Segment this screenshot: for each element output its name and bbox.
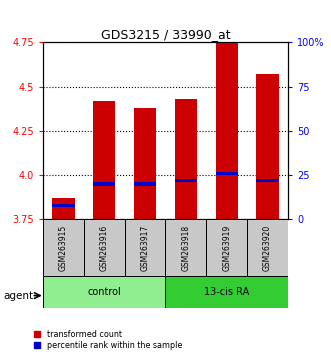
Text: agent: agent: [3, 291, 33, 301]
Text: GSM263917: GSM263917: [141, 225, 150, 271]
Bar: [166, 219, 206, 276]
Bar: [256, 179, 279, 182]
Bar: [247, 219, 288, 276]
Bar: [215, 172, 238, 175]
Text: GSM263915: GSM263915: [59, 225, 68, 271]
Bar: [125, 219, 166, 276]
Bar: [84, 219, 125, 276]
Legend: transformed count, percentile rank within the sample: transformed count, percentile rank withi…: [34, 330, 182, 350]
Bar: [52, 198, 75, 219]
Text: control: control: [87, 287, 121, 297]
Bar: [175, 179, 197, 182]
Title: GDS3215 / 33990_at: GDS3215 / 33990_at: [101, 28, 230, 41]
Bar: [175, 99, 197, 219]
Bar: [43, 219, 84, 276]
Bar: [134, 108, 156, 219]
Bar: [166, 276, 288, 308]
Bar: [93, 101, 116, 219]
Bar: [256, 74, 279, 219]
Bar: [206, 219, 247, 276]
Text: GSM263919: GSM263919: [222, 225, 231, 271]
Bar: [215, 37, 238, 219]
Text: GSM263920: GSM263920: [263, 225, 272, 271]
Text: GSM263916: GSM263916: [100, 225, 109, 271]
Bar: [134, 183, 156, 185]
Bar: [52, 204, 75, 207]
Bar: [93, 183, 116, 185]
Text: GSM263918: GSM263918: [181, 225, 190, 271]
Text: 13-cis RA: 13-cis RA: [204, 287, 249, 297]
Bar: [43, 276, 166, 308]
